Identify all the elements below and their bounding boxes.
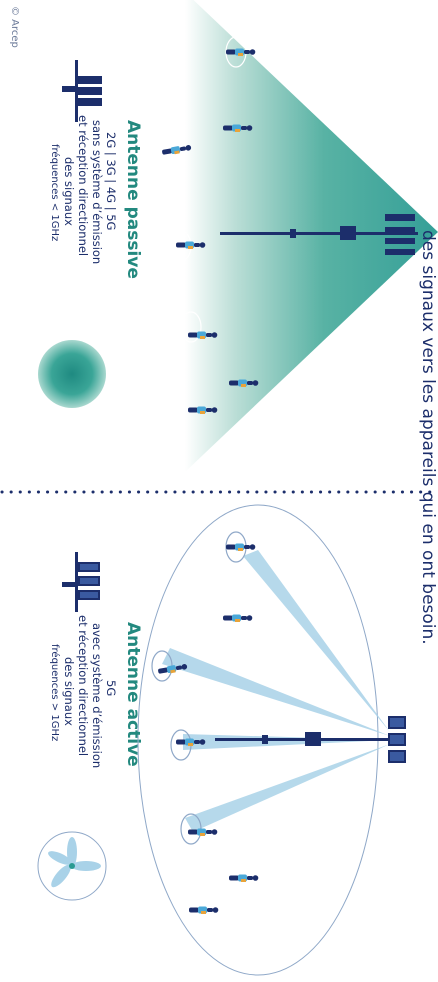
passive-desc-line3: des signaux (62, 157, 76, 226)
active-desc-line3: des signaux (62, 657, 76, 726)
active-desc-line2: et réception directionnel (76, 615, 90, 757)
beam-petals-icon (37, 831, 107, 901)
active-desc-line1: avec système d’émission (90, 623, 104, 769)
active-antenna-mast (215, 716, 406, 763)
passive-frequency: fréquences < 1GHz (49, 144, 60, 242)
active-title: Antenne active (123, 622, 143, 767)
active-beams (162, 550, 390, 832)
omnidirectional-disc-icon (38, 340, 106, 408)
active-frequency: fréquences > 1GHz (49, 644, 60, 742)
active-people (151, 531, 259, 914)
passive-people (152, 36, 259, 414)
passive-coverage-cone (185, 0, 438, 472)
passive-title: Antenne passive (123, 120, 143, 279)
top-caption: des signaux vers les appareils qui en on… (418, 230, 438, 645)
passive-antenna-icon (62, 60, 102, 122)
credit-label: © Arcep (9, 6, 20, 48)
active-generations: 5G (104, 680, 118, 697)
passive-desc-line1: sans système d’émission (90, 120, 104, 265)
passive-desc-line2: et réception directionnel (76, 115, 90, 257)
passive-generations: 2G | 3G | 4G | 5G (104, 132, 118, 231)
passive-antenna-mast (220, 214, 418, 255)
active-antenna-icon (62, 552, 100, 612)
